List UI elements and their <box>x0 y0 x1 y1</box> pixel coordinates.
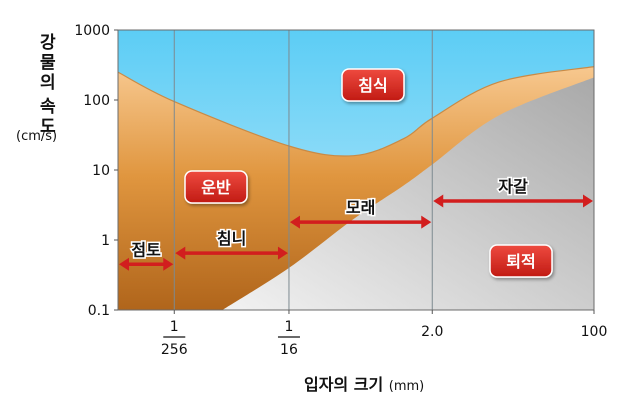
y-axis-label-char: 의 <box>40 73 56 93</box>
y-axis-label-char: 속 <box>40 97 56 117</box>
size-class-3: 자갈 <box>433 176 593 208</box>
region-badge-transport: 운반 <box>184 170 248 204</box>
size-class-arrow-head-right-0 <box>163 257 174 271</box>
region-badge-deposition: 퇴적 <box>489 244 553 278</box>
size-class-arrow-head-left-3 <box>433 194 444 208</box>
y-tick-label-1: 100 <box>83 93 110 109</box>
region-label-transport: 운반 <box>201 178 231 197</box>
x-tick-label-3: 100 <box>581 324 608 340</box>
region-badge-erosion: 침식 <box>341 68 405 102</box>
size-class-arrow-head-right-3 <box>583 194 593 208</box>
y-tick-label-0: 1000 <box>74 23 110 39</box>
x-tick-denominator-0: 256 <box>161 342 188 358</box>
region-label-erosion: 침식 <box>358 76 387 95</box>
erosion-boundary-line <box>118 66 594 157</box>
x-tick-numerator-1: 1 <box>285 319 294 335</box>
x-tick-denominator-1: 16 <box>280 342 298 358</box>
y-axis-label-char: 도 <box>40 117 56 137</box>
x-axis-unit: (mm) <box>388 379 425 394</box>
region-badge-bg-erosion <box>341 68 405 102</box>
size-class-arrow-head-left-1 <box>175 246 186 260</box>
x-axis-label: 입자의 크기 (mm) <box>304 371 424 395</box>
y-axis-label-char: 강 <box>40 33 56 53</box>
size-class-2: 모래 <box>289 197 432 229</box>
size-class-arrow-head-right-2 <box>421 215 432 229</box>
size-class-arrow-head-left-2 <box>289 215 300 229</box>
size-class-label-0: 점토 <box>131 240 161 259</box>
region-badge-bg-deposition <box>489 244 553 278</box>
size-class-label-1: 침니 <box>217 229 246 248</box>
y-tick-label-2: 10 <box>92 163 110 179</box>
region-label-deposition: 퇴적 <box>506 252 535 271</box>
size-class-label-2: 모래 <box>346 198 375 217</box>
size-class-1: 침니 <box>175 228 288 260</box>
size-class-label-3: 자갈 <box>498 177 528 196</box>
x-tick-label-2: 2.0 <box>421 324 443 340</box>
x-tick-numerator-0: 1 <box>170 319 179 335</box>
region-badge-bg-transport <box>184 170 248 204</box>
size-class-arrow-head-left-0 <box>119 257 129 271</box>
size-class-arrow-head-right-1 <box>277 246 288 260</box>
y-axis-label-char: 물 <box>40 53 56 73</box>
y-tick-label-3: 1 <box>101 233 110 249</box>
axes: 1000 100 10 1 0.1 1 256 1 16 2.0 100 <box>74 23 607 358</box>
y-tick-label-4: 0.1 <box>88 303 110 319</box>
x-axis-title: 입자의 크기 <box>304 375 384 394</box>
size-class-0: 점토 <box>119 239 174 271</box>
y-axis-unit: (cm/s) <box>16 129 58 144</box>
